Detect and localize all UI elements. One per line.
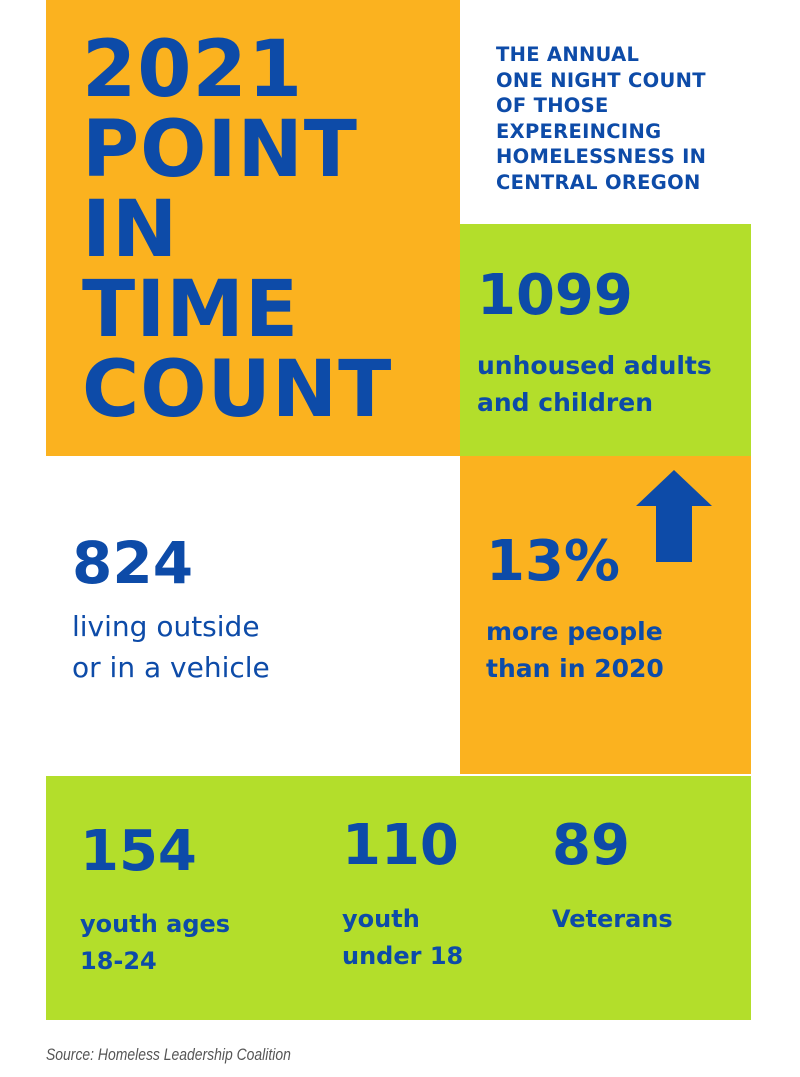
stat-label: youth under 18 [342,905,464,970]
stat-value: 110 [342,813,459,878]
stat-increase-card: 13% more people than in 2020 [460,456,751,774]
stat-value: 1099 [477,263,633,328]
page-title: 2021 POINT IN TIME COUNT [82,25,393,435]
stat-value: 154 [80,819,197,884]
stat-value: 89 [552,813,630,878]
title-block: 2021 POINT IN TIME COUNT [46,0,460,456]
stat-value: 13% [486,529,621,594]
stat-unhoused-card: 1099 unhoused adults and children [460,224,751,456]
stat-label: youth ages 18-24 [80,910,231,975]
arrow-up-icon [636,470,712,562]
stat-label: unhoused adults and children [477,351,712,417]
stat-outside-card: 824 living outside or in a vehicle [46,456,460,774]
stat-label: living outside or in a vehicle [72,610,270,684]
subtitle: THE ANNUAL ONE NIGHT COUNT OF THOSE EXPE… [496,43,707,194]
source-citation: Source: Homeless Leadership Coalition [46,1045,291,1064]
stat-value: 824 [72,529,194,597]
stat-label: more people than in 2020 [486,617,664,683]
youth-veterans-stats: 154 youth ages 18-24 110 youth under 18 … [46,776,751,1020]
stat-label: Veterans [552,905,673,933]
